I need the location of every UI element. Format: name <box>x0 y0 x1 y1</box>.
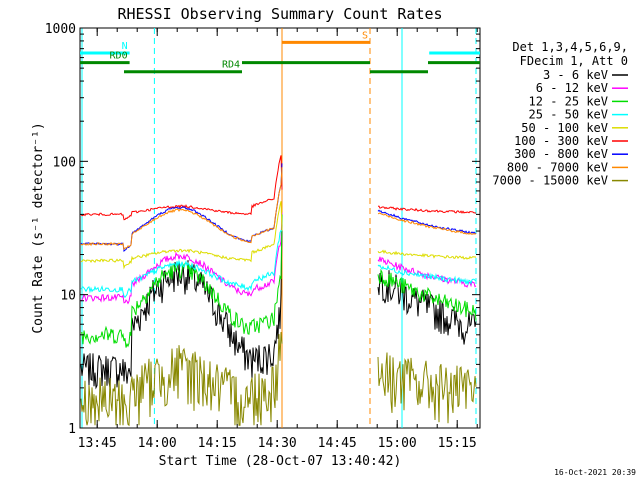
legend-label: 50 - 100 keV <box>521 121 608 135</box>
series-line-3 <box>80 214 477 348</box>
legend-label: 25 - 50 keV <box>529 108 608 122</box>
series-line-1 <box>80 224 477 390</box>
flag-label: RD0 <box>110 51 128 62</box>
x-axis-label: Start Time (28-Oct-07 13:40:42) <box>159 454 402 469</box>
legend-label: 800 - 7000 keV <box>507 160 608 174</box>
series-line-4 <box>80 229 477 298</box>
legend-label: 7000 - 15000 keV <box>492 174 608 188</box>
legend-label: 12 - 25 keV <box>529 94 608 108</box>
timestamp: 16-Oct-2021 20:39 <box>554 468 636 477</box>
series-line-5 <box>80 201 477 270</box>
y-axis-label: Count Rate (s⁻¹ detector⁻¹) <box>31 122 46 333</box>
y-tick-label: 1 <box>68 422 76 437</box>
y-tick-label: 100 <box>53 155 76 170</box>
y-tick-label: 1000 <box>45 22 76 37</box>
series-layer <box>80 155 477 427</box>
x-tick-label: 14:15 <box>198 436 237 451</box>
x-tick-label: 14:45 <box>318 436 357 451</box>
legend: Det 1,3,4,5,6,9,FDecim 1, Att 03 - 6 keV… <box>492 40 628 188</box>
flag-label: S <box>362 30 368 41</box>
chart-title: RHESSI Observing Summary Count Rates <box>117 5 442 23</box>
x-tick-label: 14:00 <box>138 436 177 451</box>
legend-label: 6 - 12 keV <box>536 81 608 95</box>
series-line-8 <box>80 167 477 251</box>
flag-label: N <box>122 41 128 52</box>
x-tick-label: 13:45 <box>78 436 117 451</box>
plot-border <box>79 27 481 429</box>
plot-frame <box>79 27 481 429</box>
axis-layer: 1 10 100 1000 13:45 14:00 14:15 14:30 14:45 15:00… <box>45 22 480 451</box>
legend-header: Det 1,3,4,5,6,9, <box>512 40 628 54</box>
series-line-2 <box>80 212 477 305</box>
x-tick-label: 14:30 <box>258 436 297 451</box>
legend-label: 300 - 800 keV <box>514 147 608 161</box>
x-tick-label: 15:15 <box>438 436 477 451</box>
series-line-9 <box>80 332 477 427</box>
legend-label: 3 - 6 keV <box>543 68 608 82</box>
vertical-markers <box>81 28 477 428</box>
legend-header: FDecim 1, Att 0 <box>520 54 628 68</box>
x-tick-label: 15:00 <box>378 436 417 451</box>
series-line-6 <box>80 155 477 221</box>
y-tick-label: 10 <box>60 289 76 304</box>
legend-label: 100 - 300 keV <box>514 134 608 148</box>
flag-label: RD4 <box>222 60 240 71</box>
series-line-7 <box>80 163 477 253</box>
